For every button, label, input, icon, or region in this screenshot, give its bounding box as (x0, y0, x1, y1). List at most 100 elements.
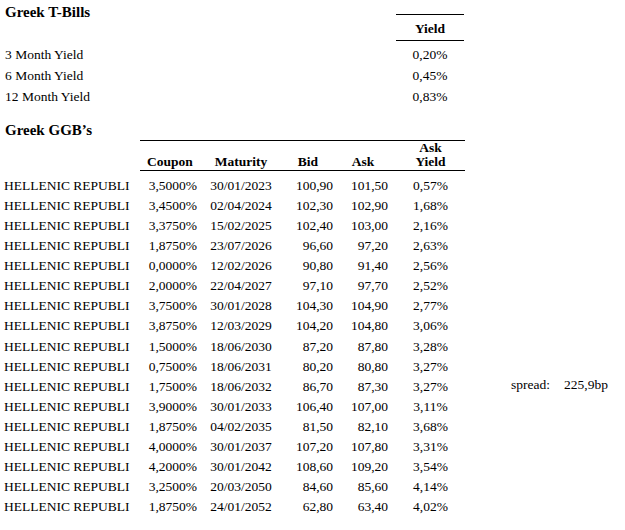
ggb-table-header: Coupon Maturity Bid Ask Ask Yield (140, 140, 465, 171)
t-bill-row-value: 0,83% (396, 86, 464, 107)
t-bill-row: 6 Month Yield0,45% (0, 65, 465, 86)
ggb-column-header-ask-yield: Ask Yield (403, 141, 458, 169)
ggb-cell-coupon: 3,5000% (140, 176, 197, 196)
ggb-cell-name: HELLENIC REPUBLI (4, 457, 130, 477)
ggb-cell-maturity: 04/02/2035 (203, 417, 279, 437)
ggb-cell-ask-yield: 3,31% (403, 437, 458, 457)
ggb-cell-ask-yield: 2,63% (403, 236, 458, 256)
ggb-column-header-ask: Ask (338, 155, 388, 169)
ggb-cell-ask: 103,00 (338, 216, 388, 236)
ggb-column-header-bid: Bid (283, 155, 333, 169)
ggb-cell-ask-yield: 3,06% (403, 316, 458, 336)
ggb-cell-bid: 106,40 (283, 397, 333, 417)
ggb-cell-maturity: 30/01/2023 (203, 176, 279, 196)
ggb-table-row: HELLENIC REPUBLI 3,8750% 12/03/2029104,201… (0, 316, 465, 336)
t-bill-row-label: 3 Month Yield (5, 44, 83, 65)
ggb-cell-ask: 107,00 (338, 397, 388, 417)
ggb-cell-ask-yield: 1,68% (403, 196, 458, 216)
ggb-cell-maturity: 30/01/2037 (203, 437, 279, 457)
ggb-cell-maturity: 12/03/2029 (203, 316, 279, 336)
ggb-table-row: HELLENIC REPUBLI3,5000%30/01/2023100,901… (0, 176, 465, 196)
ggb-cell-coupon: 4,2000% (140, 457, 197, 477)
ggb-cell-name: HELLENIC REPUBLI (4, 316, 130, 336)
ggb-cell-ask: 87,30 (338, 377, 388, 397)
ggb-cell-maturity: 30/01/2033 (203, 397, 279, 417)
ggb-cell-coupon: 3,3750% (140, 216, 197, 236)
ggb-cell-ask: 104,90 (338, 296, 388, 316)
ggb-cell-ask: 107,80 (338, 437, 388, 457)
spread-value: 225,9bp (564, 377, 624, 392)
ggb-cell-bid: 107,20 (283, 437, 333, 457)
ggb-cell-maturity: 18/06/2031 (203, 357, 279, 377)
ggb-cell-bid: 102,40 (283, 216, 333, 236)
ggb-cell-ask: 102,90 (338, 196, 388, 216)
ggb-table-row: HELLENIC REPUBLI0,0000%12/02/202690,8091… (0, 256, 465, 276)
t-bills-section-title: Greek T-Bills (5, 4, 90, 21)
ggb-cell-coupon: 2,0000% (140, 276, 197, 296)
ggb-cell-ask: 63,40 (338, 497, 388, 517)
ggb-cell-maturity: 23/07/2026 (203, 236, 279, 256)
ggb-cell-ask: 82,10 (338, 417, 388, 437)
t-bill-row-label: 12 Month Yield (5, 86, 90, 107)
ggb-cell-maturity: 20/03/2050 (203, 477, 279, 497)
ggb-cell-maturity: 30/01/2042 (203, 457, 279, 477)
ggb-cell-ask: 97,70 (338, 276, 388, 296)
ggb-cell-name: HELLENIC REPUBLI (4, 296, 130, 316)
t-bills-rows: 3 Month Yield0,20%6 Month Yield0,45%12 M… (0, 44, 465, 107)
ggb-cell-name: HELLENIC REPUBLI (4, 377, 130, 397)
ggb-cell-name: HELLENIC REPUBLI (4, 196, 130, 216)
ggb-cell-ask-yield: 3,54% (403, 457, 458, 477)
ggb-column-header-maturity: Maturity (203, 155, 279, 169)
ggb-cell-maturity: 15/02/2025 (203, 216, 279, 236)
ggb-cell-maturity: 30/01/2028 (203, 296, 279, 316)
t-bill-row: 3 Month Yield0,20% (0, 44, 465, 65)
ggb-cell-bid: 102,30 (283, 196, 333, 216)
ggb-table-row: HELLENIC REPUBLI4,0000%30/01/2037107,201… (0, 437, 465, 457)
ggb-cell-name: HELLENIC REPUBLI (4, 176, 130, 196)
ggb-cell-coupon: 1,8750% (140, 236, 197, 256)
ggb-table-row: HELLENIC REPUBLI1,8750%24/01/205262,8063… (0, 497, 465, 517)
ggb-cell-coupon: 0,0000% (140, 256, 197, 276)
ggb-table-row: HELLENIC REPUBLI3,9000%30/01/2033106,401… (0, 397, 465, 417)
ggb-cell-ask: 101,50 (338, 176, 388, 196)
ggb-cell-ask-yield: 4,02% (403, 497, 458, 517)
spread-label: spread: (490, 377, 550, 392)
ggb-cell-ask: 104,80 (338, 316, 388, 336)
ggb-cell-maturity: 22/04/2027 (203, 276, 279, 296)
ggb-cell-ask-yield: 4,14% (403, 477, 458, 497)
ggb-cell-bid: 108,60 (283, 457, 333, 477)
ggb-cell-coupon: 0,7500% (140, 357, 197, 377)
ggb-cell-coupon: 3,8750% (140, 316, 197, 336)
ggb-cell-bid: 86,70 (283, 377, 333, 397)
ggb-column-header-ask-yield-line1: Ask (403, 141, 458, 155)
ggb-cell-ask: 85,60 (338, 477, 388, 497)
ggb-cell-coupon: 1,5000% (140, 337, 197, 357)
ggb-cell-bid: 62,80 (283, 497, 333, 517)
ggb-cell-bid: 104,30 (283, 296, 333, 316)
ggb-cell-maturity: 18/06/2030 (203, 337, 279, 357)
ggb-cell-ask-yield: 0,57% (403, 176, 458, 196)
ggb-cell-bid: 104,20 (283, 316, 333, 336)
t-bill-row-label: 6 Month Yield (5, 65, 83, 86)
ggb-cell-ask-yield: 3,11% (403, 397, 458, 417)
ggb-cell-ask-yield: 3,27% (403, 377, 458, 397)
t-bill-row: 12 Month Yield 0,83% (0, 86, 465, 107)
ggb-cell-ask-yield: 2,77% (403, 296, 458, 316)
ggb-table-row: HELLENIC REPUBLI1,5000%18/06/203087,2087… (0, 337, 465, 357)
ggb-cell-name: HELLENIC REPUBLI (4, 256, 130, 276)
ggb-cell-name: HELLENIC REPUBLI (4, 437, 130, 457)
ggb-table-row: HELLENIC REPUBLI1,7500%18/06/203286,7087… (0, 377, 465, 397)
ggb-cell-ask-yield: 2,16% (403, 216, 458, 236)
ggb-table-rows: HELLENIC REPUBLI3,5000%30/01/2023100,901… (0, 176, 465, 517)
t-bills-yield-column-header: Yield (396, 14, 464, 41)
ggb-table-row: HELLENIC REPUBLI3,7500%30/01/2028104,301… (0, 296, 465, 316)
ggb-cell-ask-yield: 3,27% (403, 357, 458, 377)
ggb-cell-ask: 80,80 (338, 357, 388, 377)
ggb-cell-ask: 109,20 (338, 457, 388, 477)
ggb-cell-coupon: 1,8750% (140, 497, 197, 517)
ggb-cell-coupon: 3,9000% (140, 397, 197, 417)
ggb-cell-ask: 97,20 (338, 236, 388, 256)
ggb-cell-name: HELLENIC REPUBLI (4, 236, 130, 256)
ggb-table-row: HELLENIC REPUBLI1,8750%23/07/202696,6097… (0, 236, 465, 256)
ggb-table-row: HELLENIC REPUBLI3,2500%20/03/205084,6085… (0, 477, 465, 497)
